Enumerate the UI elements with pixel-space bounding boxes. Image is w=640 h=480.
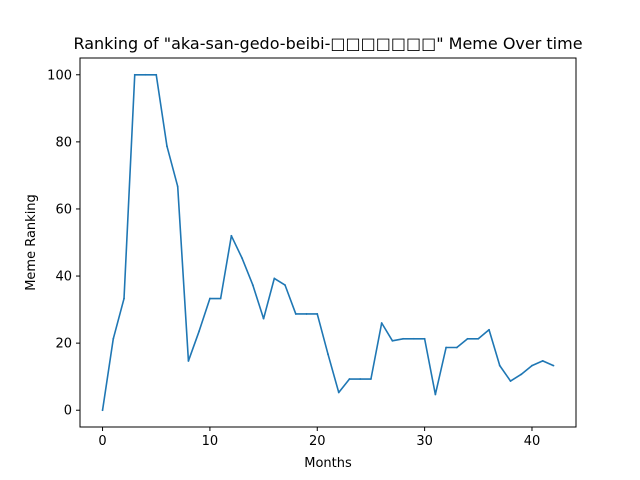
data-points — [101, 73, 555, 412]
y-axis: 0 20 40 60 80 100 — [47, 68, 80, 419]
data-point — [412, 337, 415, 340]
y-tick-label: 100 — [47, 68, 72, 83]
y-tick-label: 20 — [55, 337, 72, 352]
data-point — [348, 378, 351, 380]
data-point — [445, 346, 447, 349]
y-tick-label: 80 — [55, 135, 72, 150]
data-point — [402, 337, 405, 340]
x-tick-label: 0 — [98, 434, 106, 449]
y-tick-label: 0 — [64, 404, 72, 419]
data-point — [509, 380, 512, 382]
plot-area — [79, 57, 577, 428]
data-point — [391, 339, 394, 342]
y-tick-label: 40 — [55, 270, 72, 285]
data-point — [101, 409, 104, 412]
data-point — [466, 337, 469, 340]
data-point — [176, 185, 179, 188]
y-axis-label: Meme Ranking — [24, 194, 39, 291]
data-point — [219, 297, 222, 300]
data-point — [359, 378, 362, 380]
data-point — [166, 145, 168, 148]
data-point — [552, 364, 555, 367]
x-tick-label: 20 — [309, 434, 326, 449]
data-point — [455, 346, 458, 349]
data-point — [434, 393, 437, 396]
data-point — [380, 322, 383, 324]
data-point — [230, 234, 233, 237]
x-tick-label: 40 — [524, 434, 541, 449]
data-point — [133, 73, 136, 76]
data-point — [112, 337, 115, 340]
y-tick-label: 60 — [55, 202, 72, 217]
data-point — [241, 257, 244, 260]
data-point — [488, 328, 490, 331]
data-point — [251, 284, 254, 287]
data-point — [541, 360, 544, 362]
data-point — [520, 373, 523, 376]
x-axis-label: Months — [304, 456, 352, 471]
data-point — [531, 364, 533, 367]
data-point — [187, 360, 190, 362]
data-point — [305, 313, 308, 315]
data-point — [284, 284, 286, 287]
x-axis: 0 10 20 30 40 — [98, 427, 540, 449]
data-point — [262, 317, 265, 320]
data-point — [155, 73, 158, 76]
data-point — [273, 277, 276, 280]
x-tick-label: 30 — [416, 434, 433, 449]
data-point — [370, 378, 372, 380]
data-point — [316, 313, 319, 315]
data-point — [209, 297, 211, 300]
x-tick-label: 10 — [202, 434, 219, 449]
data-point — [327, 353, 329, 356]
data-point — [144, 73, 147, 76]
chart-title: Ranking of "aka-san-gedo-beibi-□□□□□□□" … — [73, 34, 582, 53]
data-point — [498, 364, 501, 367]
data-point — [198, 330, 201, 332]
data-point — [423, 337, 426, 340]
data-point — [477, 337, 480, 340]
data-point — [123, 297, 125, 300]
data-point — [294, 313, 297, 315]
data-point — [337, 391, 340, 394]
